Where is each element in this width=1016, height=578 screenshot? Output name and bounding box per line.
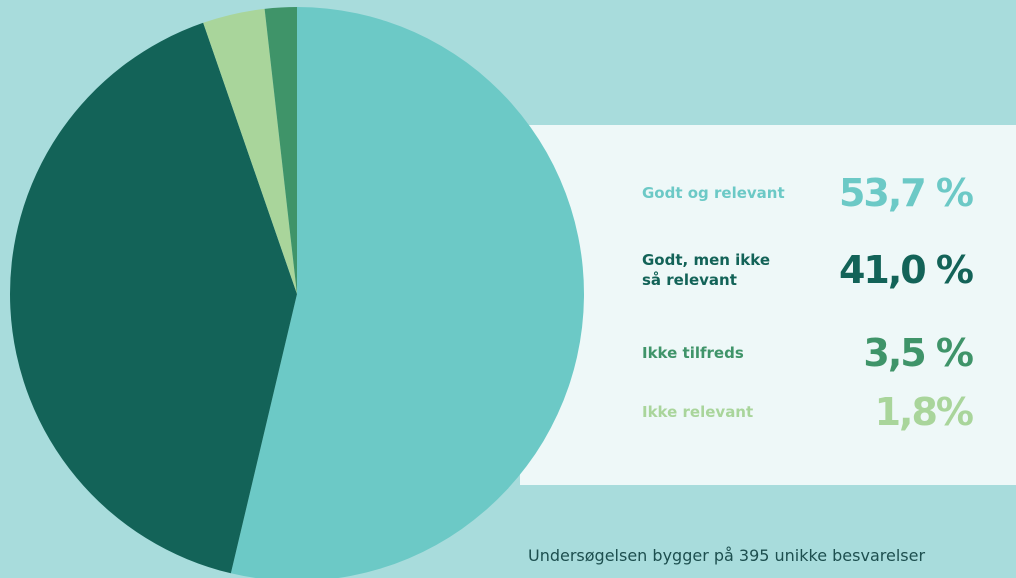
value-label: 53,7 % (838, 171, 974, 215)
pie-slice (230, 7, 584, 578)
value-label: 1,8% (874, 390, 974, 434)
legend-row: Ikke tilfreds 3,5 % (642, 328, 974, 378)
pie-slice (264, 7, 297, 294)
value-label: 3,5 % (863, 331, 974, 375)
legend-label: Ikke relevant (642, 403, 754, 421)
legend-row: Ikke relevant 1,8% (642, 387, 974, 437)
legend-label: Ikke tilfreds (642, 344, 744, 362)
legend-label: Godt og relevant (642, 184, 785, 202)
pie-slice (10, 22, 297, 574)
legend-panel (520, 125, 1016, 485)
legend-row: Godt og relevant 53,7 % (642, 168, 974, 218)
legend-row: Godt, men ikke så relevant 41,0 % (642, 245, 974, 295)
value-label: 41,0 % (838, 248, 974, 292)
footnote: Undersøgelsen bygger på 395 unikke besva… (528, 546, 926, 565)
legend-label: Godt, men ikke så relevant (642, 251, 771, 289)
pie-slice (203, 8, 297, 294)
